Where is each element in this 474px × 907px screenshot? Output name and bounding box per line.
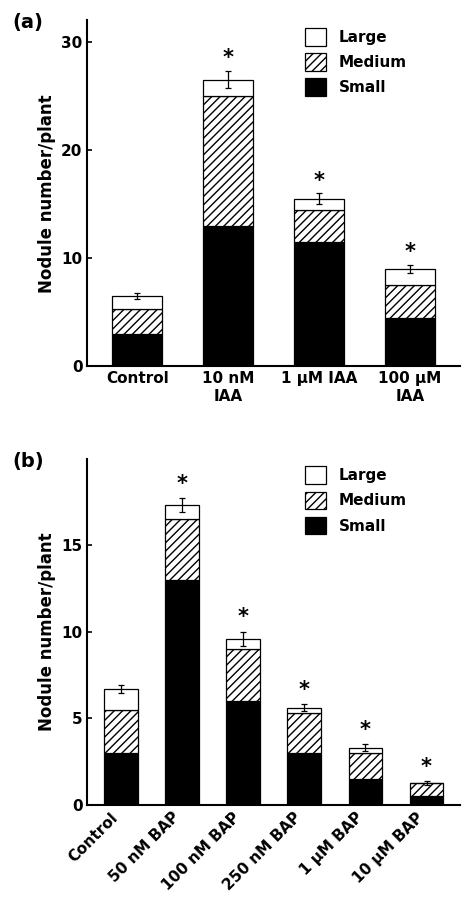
Bar <box>288 753 321 805</box>
Text: (b): (b) <box>13 452 45 471</box>
Bar <box>385 286 435 317</box>
Text: *: * <box>421 757 432 777</box>
Bar <box>385 317 435 366</box>
Text: *: * <box>299 680 310 700</box>
Bar <box>410 796 443 805</box>
Bar <box>227 649 260 701</box>
Bar <box>203 226 253 366</box>
Bar <box>104 688 138 709</box>
Bar <box>165 519 199 580</box>
Bar <box>203 96 253 226</box>
Text: *: * <box>223 48 234 68</box>
Bar <box>112 296 163 309</box>
Bar <box>203 80 253 96</box>
Bar <box>112 334 163 366</box>
Text: *: * <box>177 474 188 494</box>
Bar <box>227 701 260 805</box>
Text: *: * <box>237 608 249 628</box>
Bar <box>294 242 344 366</box>
Bar <box>348 779 382 805</box>
Legend: Large, Medium, Small: Large, Medium, Small <box>305 466 407 534</box>
Bar <box>165 580 199 805</box>
Text: *: * <box>360 720 371 740</box>
Bar <box>288 713 321 753</box>
Bar <box>348 747 382 753</box>
Text: (a): (a) <box>13 14 44 33</box>
Y-axis label: Nodule number/plant: Nodule number/plant <box>37 94 55 293</box>
Bar <box>227 639 260 649</box>
Bar <box>348 753 382 779</box>
Y-axis label: Nodule number/plant: Nodule number/plant <box>38 532 56 731</box>
Text: *: * <box>314 171 325 190</box>
Text: *: * <box>405 242 416 262</box>
Bar <box>104 709 138 753</box>
Bar <box>112 309 163 334</box>
Bar <box>385 269 435 286</box>
Legend: Large, Medium, Small: Large, Medium, Small <box>305 28 407 96</box>
Bar <box>165 505 199 519</box>
Bar <box>294 210 344 242</box>
Bar <box>104 753 138 805</box>
Bar <box>410 783 443 796</box>
Bar <box>294 199 344 210</box>
Bar <box>288 707 321 713</box>
